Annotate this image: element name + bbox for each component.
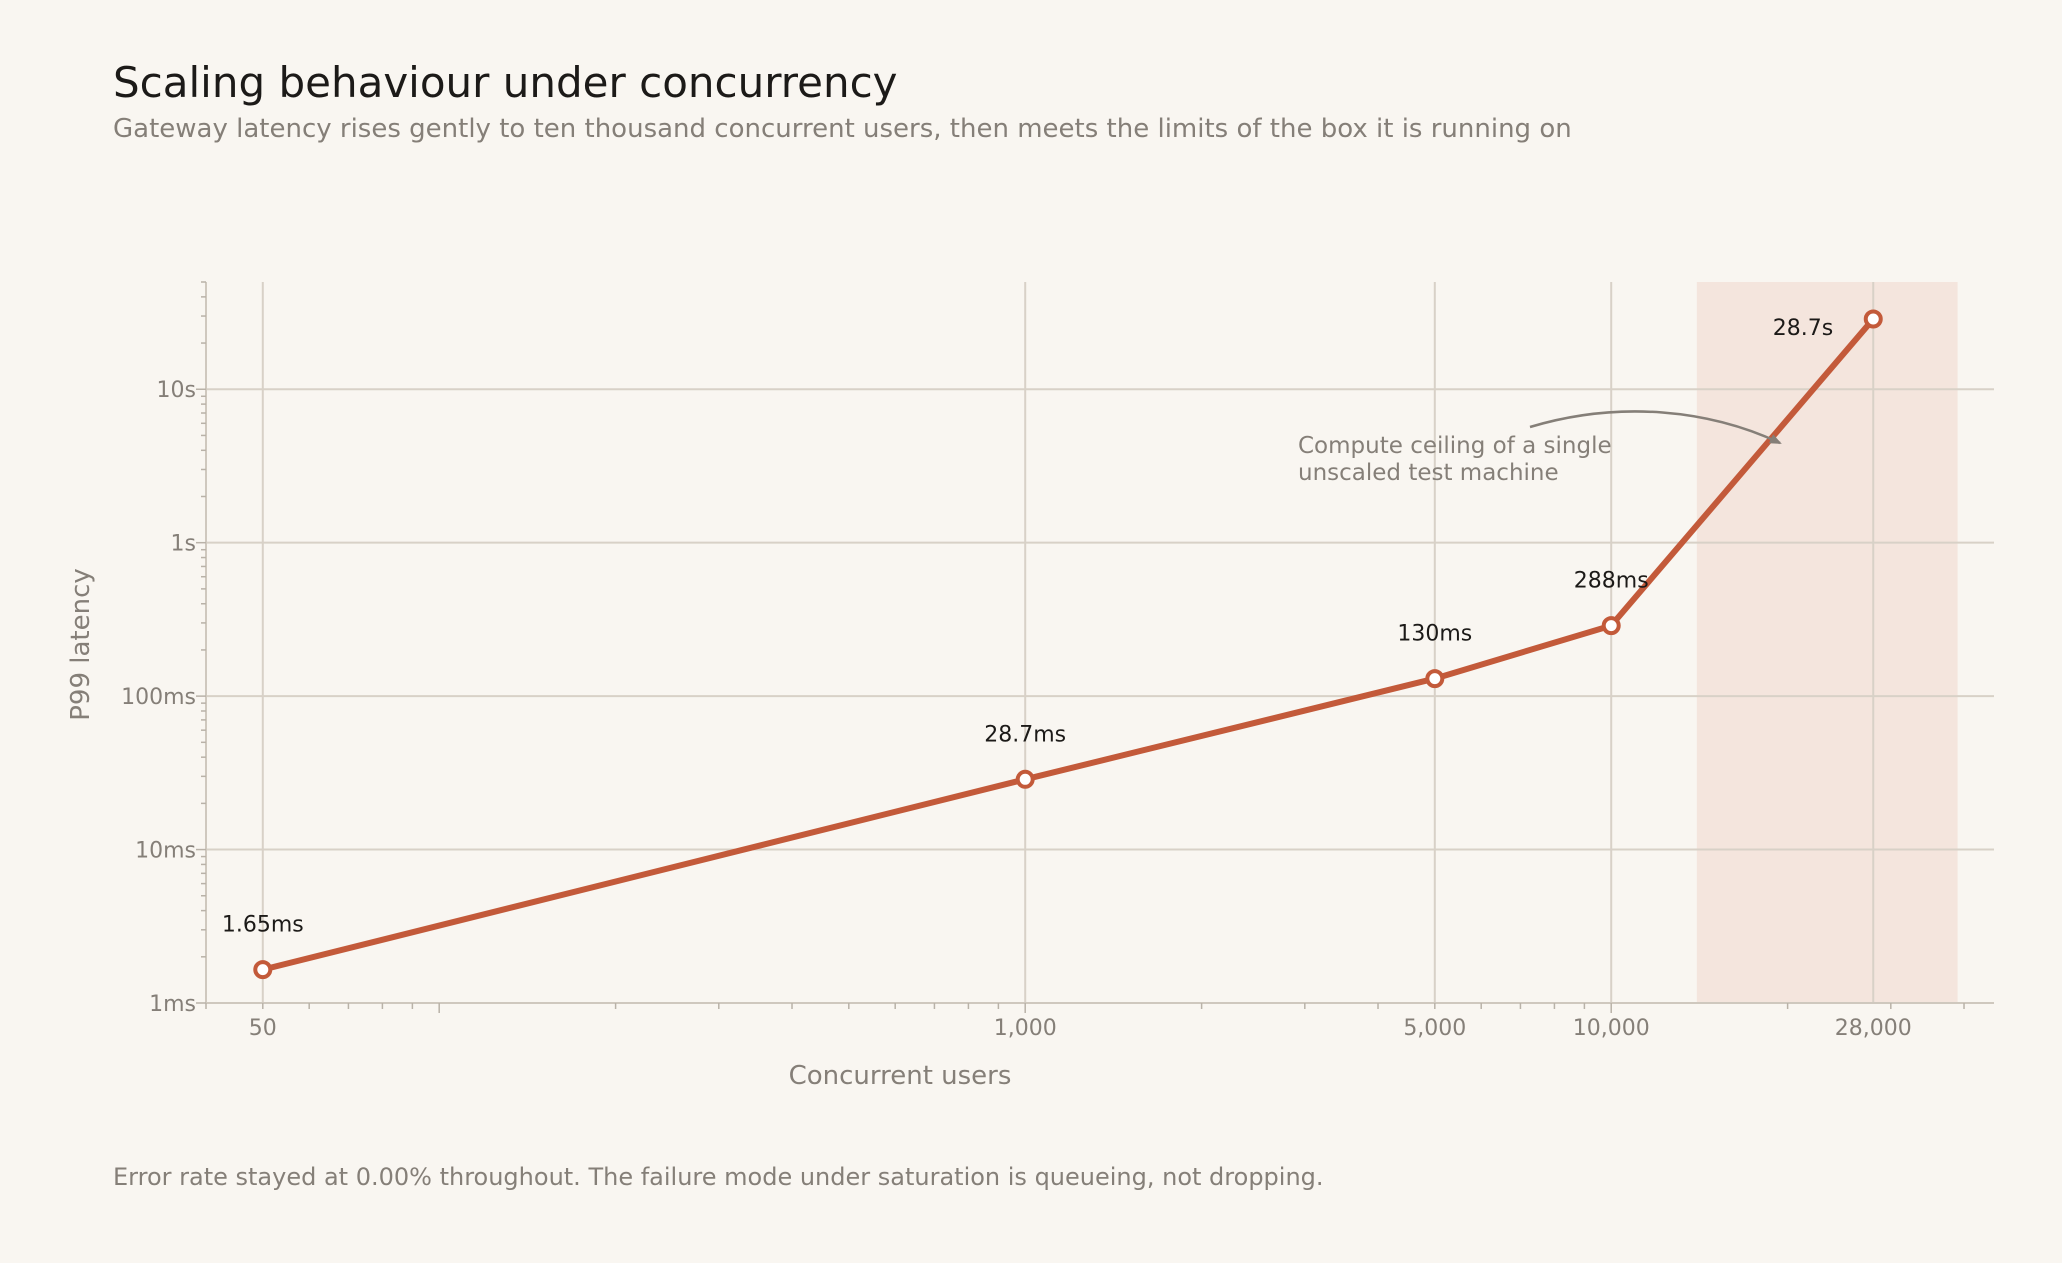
data-label: 130ms — [1397, 622, 1472, 647]
annotation-arrow — [1529, 410, 1782, 445]
chart-subtitle: Gateway latency rises gently to ten thou… — [113, 114, 1572, 144]
y-axis-title: P99 latency — [66, 568, 96, 721]
data-label: 288ms — [1574, 569, 1649, 594]
x-tick-label: 10,000 — [1573, 1016, 1650, 1041]
chart-title: Scaling behaviour under concurrency — [113, 58, 898, 107]
latency-chart: 1ms 10ms 100ms 1s 10s 50 1,000 5,000 10,000 28,00… — [66, 281, 1994, 1091]
data-label: 1.65ms — [222, 913, 304, 938]
data-label: 28.7s — [1773, 316, 1833, 341]
data-point — [1015, 769, 1035, 789]
y-tick-label: 10ms — [135, 839, 196, 864]
data-point — [1425, 669, 1445, 689]
x-axis-title: Concurrent users — [789, 1061, 1012, 1091]
data-point — [1863, 309, 1883, 329]
data-point — [1601, 616, 1621, 636]
annotation-text: Compute ceiling of a single — [1298, 433, 1612, 459]
annotation-text: unscaled test machine — [1298, 460, 1559, 486]
y-tick-label: 100ms — [121, 685, 196, 710]
series-line — [259, 316, 1877, 973]
x-tick-label: 1,000 — [994, 1016, 1057, 1041]
x-tick-label: 28,000 — [1835, 1016, 1912, 1041]
x-tick-label: 5,000 — [1403, 1016, 1466, 1041]
y-tick-label: 1ms — [149, 992, 196, 1017]
y-tick-label: 1s — [171, 532, 196, 557]
y-tick-label: 10s — [157, 378, 196, 403]
x-tick-label: 50 — [249, 1016, 277, 1041]
chart-footnote: Error rate stayed at 0.00% throughout. T… — [113, 1163, 1324, 1191]
data-label: 28.7ms — [984, 722, 1066, 747]
data-point — [253, 960, 273, 980]
saturation-region — [1696, 282, 1958, 1003]
